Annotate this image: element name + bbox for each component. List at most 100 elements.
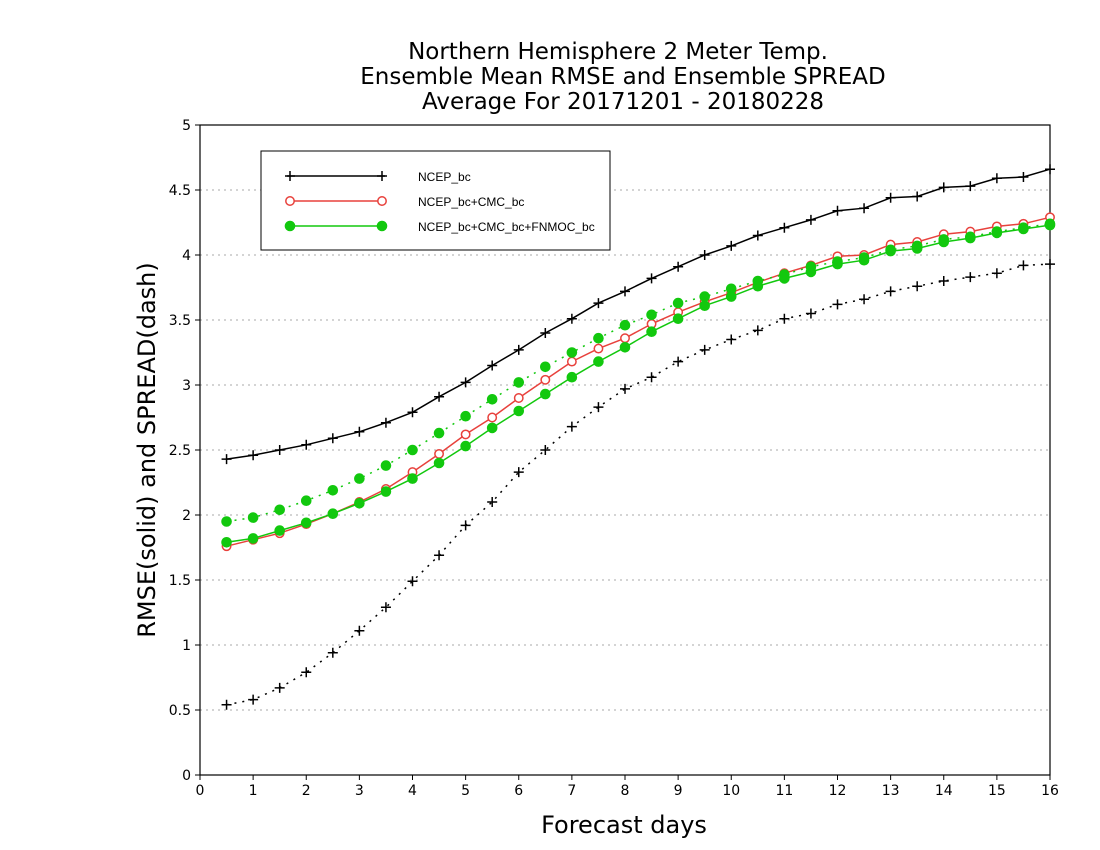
series-1-rmse-point xyxy=(248,450,259,461)
series-3-rmse-point xyxy=(380,486,392,497)
series-3-spread-point xyxy=(247,512,259,523)
series-1-spread-point xyxy=(965,272,976,283)
series-2 xyxy=(221,212,1055,552)
x-tick-label: 14 xyxy=(935,783,953,799)
series-2-rmse-point xyxy=(540,374,551,385)
series-1-rmse-point xyxy=(566,313,577,324)
series-1-rmse-point xyxy=(699,250,710,260)
y-tick-label: 5 xyxy=(182,118,191,134)
axis-ticks: 00.511.522.533.544.550 1 2 3 4 5 6 7 8 9 10 11 12 13 1… xyxy=(169,118,1059,799)
series-3-spread-point xyxy=(486,394,498,405)
series-3-rmse-point xyxy=(221,537,232,548)
x-tick-label: 4 xyxy=(408,783,417,799)
series-3-spread-point xyxy=(513,377,525,388)
legend-marker-3 xyxy=(284,220,296,232)
series-1-rmse-point xyxy=(673,261,684,272)
series-3-rmse-point xyxy=(1044,219,1056,231)
series-3-rmse-point xyxy=(407,473,418,484)
series-1-rmse-point xyxy=(885,192,896,203)
series-3-spread-point xyxy=(540,361,551,373)
series-1-rmse-point xyxy=(540,328,551,338)
series-1-spread-point xyxy=(301,667,312,678)
series-3-rmse-point xyxy=(779,273,790,284)
series-1-rmse-point xyxy=(1018,172,1029,182)
x-tick-label: 12 xyxy=(829,783,847,799)
series-1-rmse-point xyxy=(301,439,312,450)
y-tick-label: 0.5 xyxy=(169,703,191,719)
series-3 xyxy=(221,218,1056,548)
series-1-spread-point xyxy=(620,383,630,394)
series-1-spread-point xyxy=(434,550,445,561)
series-1-spread-point xyxy=(912,281,923,292)
series-3-rmse-point xyxy=(300,517,312,529)
x-tick-label: 15 xyxy=(988,783,1006,799)
series-1-spread-point xyxy=(327,647,338,658)
series-1-spread-point xyxy=(487,497,498,507)
series-3-rmse-point xyxy=(460,440,471,452)
series-1 xyxy=(221,164,1055,710)
series-3-rmse-point xyxy=(274,525,285,536)
series-1-spread-point xyxy=(274,682,285,693)
legend-label-2: NCEP_bc+CMC_bc xyxy=(418,195,524,209)
series-1-spread-point xyxy=(221,699,232,710)
series-1-spread-point xyxy=(938,276,949,286)
x-tick-label: 10 xyxy=(722,783,740,799)
y-tick-label: 2.5 xyxy=(169,443,191,459)
x-tick-label: 0 xyxy=(196,783,205,799)
series-3-spread-point xyxy=(672,297,684,309)
series-1-spread-point xyxy=(752,325,763,336)
series-3-rmse-point xyxy=(672,313,684,325)
series-2-rmse-point xyxy=(460,429,471,440)
series-3-spread-point xyxy=(407,444,418,456)
x-tick-label: 2 xyxy=(302,783,311,799)
series-1-rmse-point xyxy=(620,286,630,297)
series-1-rmse-point xyxy=(752,230,763,241)
series-3-rmse-point xyxy=(566,371,578,383)
series-3-spread-point xyxy=(300,495,312,507)
series-1-spread-point xyxy=(566,421,577,432)
series-3-rmse-point xyxy=(486,422,498,434)
series-1-rmse-point xyxy=(434,391,445,402)
series-1-spread-point xyxy=(779,313,790,324)
series-3-spread-point xyxy=(380,460,392,471)
legend-marker-1 xyxy=(377,171,387,181)
series-2-rmse-point xyxy=(620,333,630,344)
series-3-rmse-point xyxy=(965,232,976,244)
y-tick-label: 4.5 xyxy=(169,183,191,199)
series-1-spread-point xyxy=(805,308,816,319)
series-1-spread-point xyxy=(460,520,471,531)
series-3-spread-point xyxy=(619,319,631,331)
series-1-spread-point xyxy=(885,286,896,297)
chart-title-line-3: Average For 20171201 - 20180228 xyxy=(422,89,824,115)
series-1-rmse-point xyxy=(805,214,816,225)
x-tick-label: 3 xyxy=(355,783,364,799)
series-1-spread-point xyxy=(673,356,684,367)
series-1-spread-point xyxy=(991,268,1002,279)
series-3-rmse-point xyxy=(1018,223,1029,235)
series-3-rmse-point xyxy=(619,342,631,353)
series-2-rmse-point xyxy=(434,448,445,459)
series-1-spread-point xyxy=(699,344,710,355)
series-1-rmse-point xyxy=(938,182,949,193)
series-1-spread-point xyxy=(1045,259,1055,270)
y-tick-label: 1.5 xyxy=(169,573,191,589)
series-3-rmse-point xyxy=(911,243,923,254)
series-1-rmse-point xyxy=(593,298,604,309)
series-3-spread-point xyxy=(327,485,339,496)
y-tick-label: 3.5 xyxy=(169,313,191,329)
series-1-rmse-point xyxy=(859,203,870,214)
series-1-rmse-point xyxy=(779,222,790,233)
legend-marker-3 xyxy=(376,220,388,232)
series-1-rmse-point xyxy=(965,181,976,192)
series-3-rmse-point xyxy=(805,266,817,278)
series-1-rmse-point xyxy=(991,173,1002,184)
series-1-rmse-point xyxy=(912,191,923,202)
series-3-rmse-point xyxy=(832,258,843,270)
series-3-spread-point xyxy=(460,410,471,422)
series-1-rmse-point xyxy=(327,433,338,444)
x-tick-label: 9 xyxy=(674,783,683,799)
series-3-rmse-point xyxy=(858,254,870,266)
series-3-spread-point xyxy=(699,291,710,302)
x-tick-label: 16 xyxy=(1041,783,1059,799)
